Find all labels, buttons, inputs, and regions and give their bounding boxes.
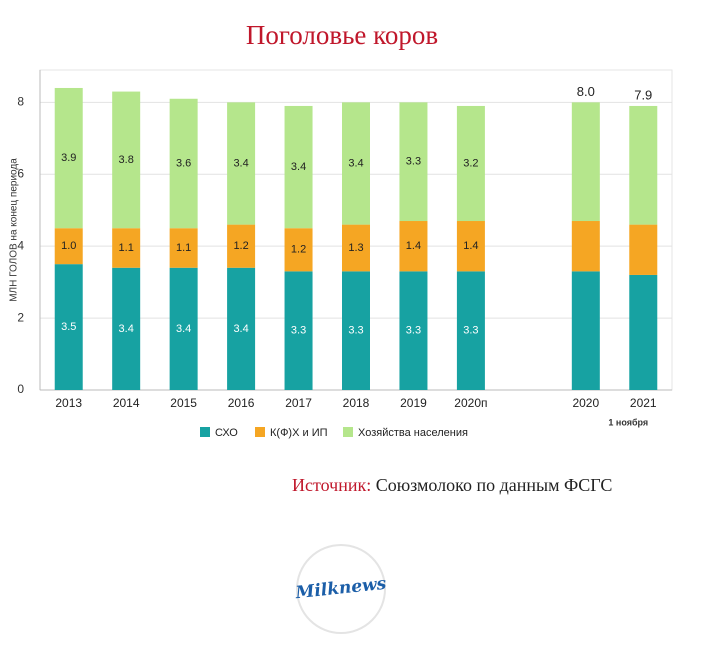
value-label: 3.6 xyxy=(176,157,191,169)
value-label: 1.3 xyxy=(348,242,363,254)
bar-segment xyxy=(227,224,256,268)
bar-segment xyxy=(169,267,198,390)
bar-segment xyxy=(456,271,485,390)
value-label: 1.2 xyxy=(291,244,306,256)
bar-segment xyxy=(571,271,600,390)
bar-segment xyxy=(629,274,658,390)
value-label: 1.1 xyxy=(176,242,191,254)
x-tick-label: 2017 xyxy=(285,396,312,410)
value-label: 1.0 xyxy=(61,240,76,252)
x-tick-label: 2013 xyxy=(55,396,82,410)
value-label: 3.4 xyxy=(176,323,191,335)
legend-label: СХО xyxy=(215,427,238,439)
bar-segment xyxy=(284,228,313,272)
x-tick-label: 2019 xyxy=(400,396,427,410)
value-label: 3.3 xyxy=(406,156,421,168)
bar-segment xyxy=(169,228,198,268)
x-tick-label: 2020 xyxy=(572,396,599,410)
legend-swatch xyxy=(255,427,265,437)
total-label: 8.0 xyxy=(577,84,595,99)
chart-title: Поголовье коров xyxy=(246,20,438,50)
legend-swatch xyxy=(200,427,210,437)
y-tick-label: 0 xyxy=(17,382,24,396)
bar-segment xyxy=(342,224,370,272)
total-label: 7.9 xyxy=(634,87,652,102)
x-tick-label: 2014 xyxy=(113,396,140,410)
y-axis-label: МЛН ГОЛОВ на конец периода xyxy=(9,158,20,302)
value-label: 3.3 xyxy=(463,325,478,337)
bar-segment xyxy=(54,87,83,229)
value-label: 3.9 xyxy=(61,152,76,164)
x-tick-label: 2020п xyxy=(454,396,487,410)
value-label: 3.4 xyxy=(233,323,248,335)
source-label: Источник: xyxy=(292,475,371,495)
x-tick-label: 2021 xyxy=(630,396,657,410)
bar-segment xyxy=(629,224,658,275)
bar-segment xyxy=(571,102,600,222)
value-label: 3.4 xyxy=(119,323,134,335)
value-label: 3.2 xyxy=(463,157,478,169)
y-tick-label: 8 xyxy=(17,95,24,109)
value-label: 3.4 xyxy=(291,161,306,173)
bar-segment xyxy=(54,228,83,265)
legend-label: Хозяйства населения xyxy=(358,427,468,439)
bar-segment xyxy=(112,91,141,229)
y-tick-label: 6 xyxy=(17,166,24,180)
annotation: 1 ноября xyxy=(608,417,648,427)
bar-segment xyxy=(112,267,141,390)
value-label: 3.4 xyxy=(348,157,363,169)
bar-segment xyxy=(54,264,83,390)
bar-segment xyxy=(227,267,256,390)
value-label: 3.3 xyxy=(291,325,306,337)
value-label: 1.1 xyxy=(119,242,134,254)
bar-segment xyxy=(399,102,428,222)
bar-segment xyxy=(399,271,428,390)
bar-segment xyxy=(571,221,600,272)
bar-segment xyxy=(284,271,313,390)
x-tick-label: 2015 xyxy=(170,396,197,410)
bar-segment xyxy=(342,102,370,225)
legend-label: К(Ф)Х и ИП xyxy=(270,427,328,439)
legend: СХО К(Ф)Х и ИП Хозяйства населения xyxy=(200,427,468,439)
bar-segment xyxy=(284,105,313,229)
value-label: 1.4 xyxy=(463,240,478,252)
bar-segment xyxy=(399,221,428,272)
bar-segment xyxy=(112,228,141,268)
value-label: 1.4 xyxy=(406,240,421,252)
logo-circle xyxy=(296,544,386,634)
bar-segment xyxy=(629,105,658,225)
value-label: 3.4 xyxy=(233,157,248,169)
bar-segment xyxy=(456,105,485,222)
y-tick-label: 4 xyxy=(17,238,24,252)
y-tick-label: 2 xyxy=(17,310,24,324)
source: Источник: Союзмолоко по данным ФСГС xyxy=(292,475,612,495)
value-label: 3.5 xyxy=(61,321,76,333)
value-label: 3.3 xyxy=(406,325,421,337)
source-text: Союзмолоко по данным ФСГС xyxy=(376,475,613,495)
value-label: 3.3 xyxy=(348,325,363,337)
bar-segment xyxy=(342,271,370,390)
bar-segment xyxy=(227,102,256,225)
value-label: 1.2 xyxy=(233,240,248,252)
bar-segment xyxy=(169,98,198,229)
x-tick-label: 2016 xyxy=(228,396,255,410)
x-tick-label: 2018 xyxy=(343,396,370,410)
legend-swatch xyxy=(343,427,353,437)
bar-segment xyxy=(456,221,485,272)
value-label: 3.8 xyxy=(119,154,134,166)
